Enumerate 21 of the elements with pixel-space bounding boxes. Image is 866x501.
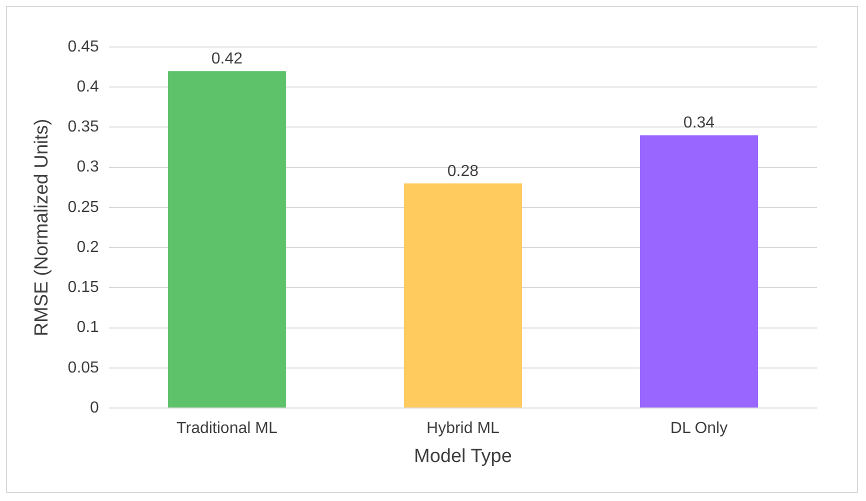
y-tick-label: 0.4 bbox=[76, 78, 100, 96]
x-tick-label: Hybrid ML bbox=[426, 420, 500, 438]
y-tick-label: 0.45 bbox=[68, 38, 100, 56]
data-label: 0.42 bbox=[211, 50, 243, 68]
y-tick-label: 0.25 bbox=[68, 198, 100, 216]
y-tick-label: 0.1 bbox=[76, 319, 100, 336]
bar bbox=[404, 183, 522, 408]
data-label: 0.34 bbox=[683, 114, 715, 132]
x-tick-label: DL Only bbox=[670, 420, 728, 438]
y-tick-label: 0 bbox=[90, 399, 100, 416]
y-tick-label: 0.05 bbox=[68, 359, 100, 376]
bar bbox=[640, 135, 758, 408]
y-tick-label: 0.35 bbox=[68, 118, 100, 136]
y-tick-label: 0.15 bbox=[68, 279, 100, 296]
data-label: 0.28 bbox=[447, 162, 479, 180]
bar bbox=[168, 71, 286, 408]
x-axis-title: Model Type bbox=[414, 446, 512, 467]
y-tick-label: 0.2 bbox=[76, 238, 100, 256]
y-tick-label: 0.3 bbox=[76, 158, 100, 176]
x-tick-label: Traditional ML bbox=[176, 420, 278, 438]
y-axis-title: RMSE (Normalized Units) bbox=[32, 118, 53, 336]
